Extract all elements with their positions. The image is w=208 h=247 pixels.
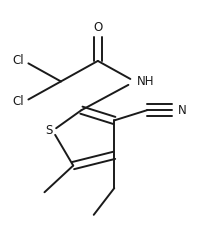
Text: N: N <box>178 104 187 117</box>
Text: Cl: Cl <box>12 95 24 108</box>
Text: NH: NH <box>137 75 154 88</box>
Text: Cl: Cl <box>12 54 24 67</box>
Text: S: S <box>45 124 53 137</box>
Text: O: O <box>93 21 103 34</box>
